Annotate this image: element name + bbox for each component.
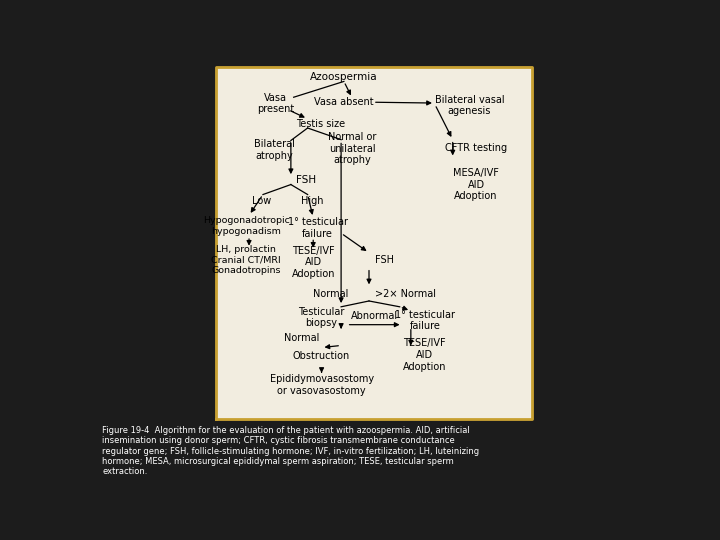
Text: Normal: Normal (284, 333, 320, 343)
Text: CFTR testing: CFTR testing (445, 143, 507, 153)
Text: High: High (301, 196, 323, 206)
Text: Normal: Normal (313, 289, 348, 299)
Text: TESE/IVF
AID
Adoption: TESE/IVF AID Adoption (292, 246, 335, 279)
Text: Vasa
present: Vasa present (256, 93, 294, 114)
Text: Abnormal: Abnormal (351, 312, 398, 321)
Text: LH, prolactin
Cranial CT/MRI
Gonadotropins: LH, prolactin Cranial CT/MRI Gonadotropi… (212, 245, 281, 275)
Text: Azoospermia: Azoospermia (310, 72, 378, 82)
Text: Figure 19-4  Algorithm for the evaluation of the patient with azoospermia. AID, : Figure 19-4 Algorithm for the evaluation… (102, 426, 480, 476)
Text: Obstruction: Obstruction (293, 351, 350, 361)
Text: Normal or
unilateral
atrophy: Normal or unilateral atrophy (328, 132, 377, 165)
Text: 1° testicular
failure: 1° testicular failure (395, 310, 455, 332)
Text: Testicular
biopsy: Testicular biopsy (298, 307, 345, 328)
Text: >2× Normal: >2× Normal (375, 289, 436, 299)
Text: FSH: FSH (375, 255, 394, 265)
Text: Bilateral
atrophy: Bilateral atrophy (253, 139, 294, 161)
Text: Hypogonadotropic
hypogonadism: Hypogonadotropic hypogonadism (203, 217, 289, 236)
Text: TESE/IVF
AID
Adoption: TESE/IVF AID Adoption (403, 339, 446, 372)
Text: 1° testicular
failure: 1° testicular failure (288, 217, 348, 239)
Text: Low: Low (252, 196, 271, 206)
Text: MESA/IVF
AID
Adoption: MESA/IVF AID Adoption (453, 168, 499, 201)
Text: FSH: FSH (297, 176, 317, 185)
Polygon shape (215, 67, 532, 419)
Text: Testis size: Testis size (296, 119, 345, 129)
Text: Bilateral vasal
agenesis: Bilateral vasal agenesis (435, 94, 504, 116)
Text: Epididymovasostomy
or vasovasostomy: Epididymovasostomy or vasovasostomy (269, 374, 374, 396)
Text: Vasa absent: Vasa absent (314, 97, 374, 107)
